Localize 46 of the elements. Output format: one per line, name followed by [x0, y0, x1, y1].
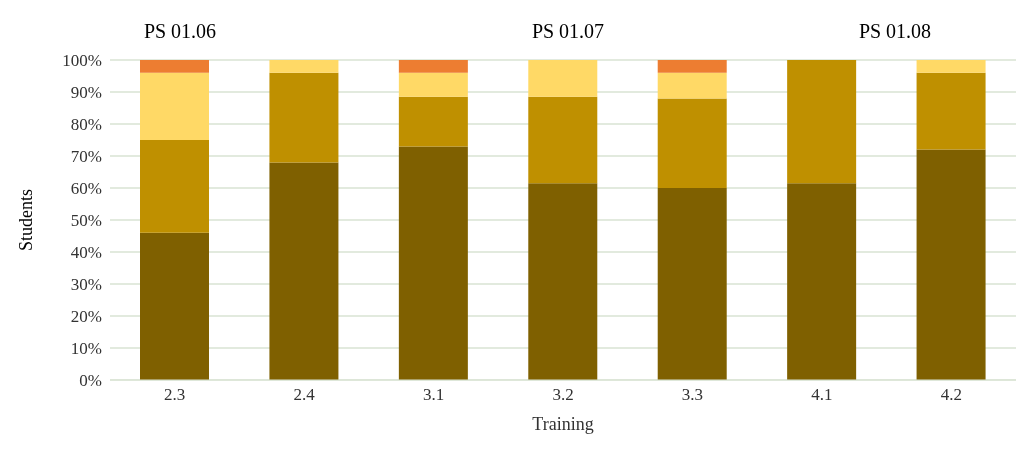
- bar: [398, 146, 468, 380]
- text: PS 01.06: [143, 20, 217, 43]
- x-tick-label: 3.2: [552, 385, 574, 405]
- bar: [398, 60, 468, 73]
- x-tick-label: 2.4: [293, 385, 316, 405]
- y-tick-label: 70%: [70, 147, 102, 167]
- y-tick-label: 60%: [70, 179, 102, 199]
- x-tick-label: 4.1: [811, 385, 833, 405]
- y-tick-label: 10%: [70, 339, 102, 359]
- bar: [528, 60, 598, 97]
- bar: [269, 60, 339, 73]
- bar: [140, 72, 209, 140]
- text: PS 01.07: [531, 20, 605, 43]
- y-tick-label: 0%: [79, 371, 102, 391]
- x-tick-label: 4.2: [940, 385, 962, 405]
- x-tick-label: 2.3: [164, 385, 186, 405]
- x-tick-label: 3.1: [422, 385, 445, 405]
- bar: [657, 188, 727, 380]
- y-tick-label: 50%: [70, 211, 102, 231]
- y-tick-label: 20%: [70, 307, 102, 327]
- y-axis-title: Students: [16, 188, 37, 252]
- bar: [916, 60, 986, 73]
- bar: [787, 183, 857, 380]
- bar: [398, 96, 468, 147]
- bar: [916, 72, 986, 150]
- bar: [269, 162, 339, 380]
- x-axis-title: Training: [532, 414, 594, 434]
- bar: [657, 72, 727, 99]
- bar: [140, 140, 209, 233]
- text: PS 01.08: [858, 20, 932, 43]
- bar: [528, 183, 598, 380]
- bar: [657, 60, 727, 73]
- bar: [269, 72, 339, 163]
- x-tick-label: 3.3: [681, 385, 704, 405]
- bar: [787, 60, 857, 184]
- y-tick-label: 90%: [70, 83, 102, 103]
- bar: [528, 96, 598, 184]
- bar: [657, 98, 727, 188]
- bar: [398, 72, 468, 97]
- bar: [140, 60, 209, 73]
- bar: [140, 232, 209, 380]
- y-tick-label: 80%: [70, 115, 102, 135]
- bar: [916, 149, 986, 380]
- y-tick-label: 100%: [62, 51, 102, 71]
- y-tick-label: 40%: [70, 243, 102, 263]
- y-tick-label: 30%: [70, 275, 102, 295]
